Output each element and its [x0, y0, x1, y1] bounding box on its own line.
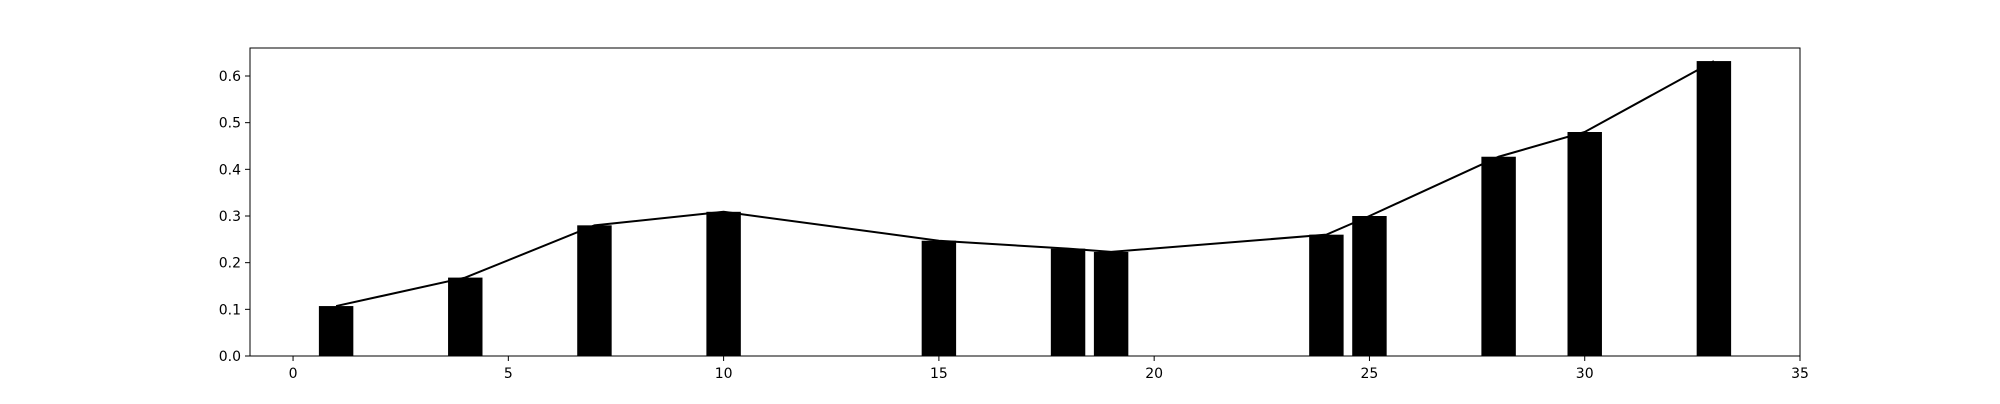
bar: [921, 240, 957, 356]
line-layer: [335, 60, 1715, 308]
x-tick-label: 30: [1576, 366, 1594, 382]
x-tick-label: 10: [715, 366, 733, 382]
y-tick-label: 0.5: [219, 116, 241, 132]
bars-layer: [318, 61, 1732, 357]
y-tick-label: 0.0: [219, 349, 241, 365]
x-tick-label: 5: [504, 366, 513, 382]
bar: [1050, 248, 1086, 356]
x-tick-label: 20: [1145, 366, 1163, 382]
bar: [1696, 61, 1732, 357]
x-tick-label: 25: [1361, 366, 1379, 382]
bar: [706, 211, 741, 356]
x-tick-label: 15: [930, 366, 948, 382]
bar: [448, 277, 483, 356]
bar: [1093, 251, 1129, 356]
bar: [1309, 234, 1344, 356]
plot-frame: [249, 47, 1801, 357]
bar: [1352, 216, 1387, 356]
series-line: [335, 60, 1715, 308]
x-tick-label: 35: [1791, 366, 1809, 382]
y-tick-label: 0.4: [219, 162, 241, 178]
x-tick-label: 0: [289, 366, 298, 382]
y-tick-label: 0.3: [219, 209, 241, 225]
bar: [577, 225, 612, 356]
y-tick-label: 0.1: [219, 302, 241, 318]
y-tick-label: 0.2: [219, 256, 241, 272]
bar: [1481, 156, 1516, 356]
bar: [318, 306, 354, 356]
bar: [1567, 132, 1602, 356]
x-axis: 0 5 10 15 20 25 30 35: [289, 356, 1809, 382]
y-tick-label: 0.6: [219, 69, 241, 85]
y-axis: 0.0 0.1 0.2 0.3 0.4 0.5 0.6: [219, 69, 250, 365]
